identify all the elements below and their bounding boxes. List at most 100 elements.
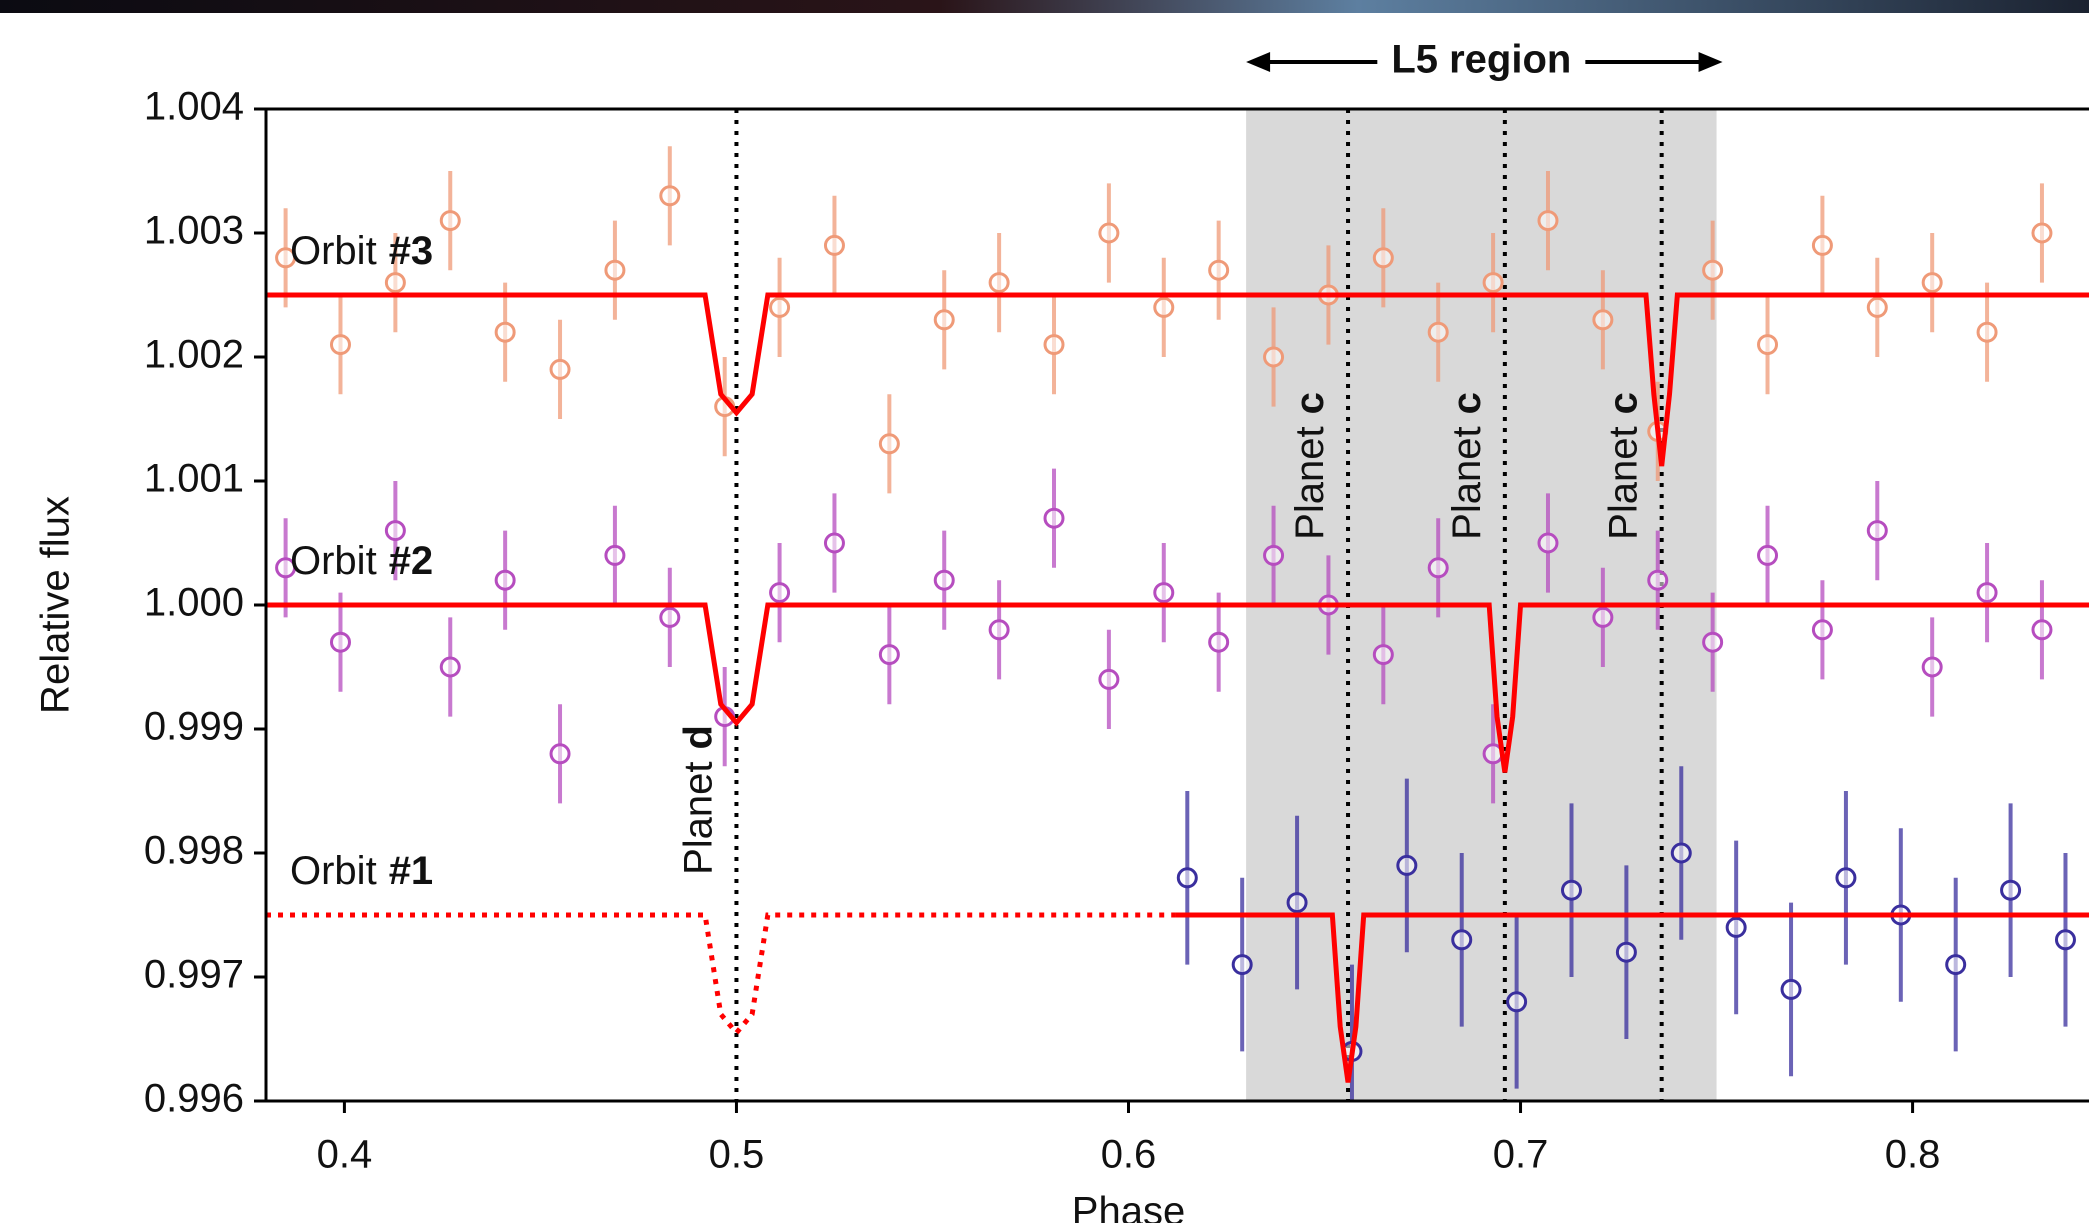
- x-tick-label: 0.6: [1101, 1133, 1157, 1177]
- data-point: [1921, 656, 1943, 678]
- data-point: [1945, 954, 1967, 976]
- planet-label-letter: d: [676, 725, 720, 749]
- data-point: [1043, 507, 1065, 529]
- data-point: [549, 743, 571, 765]
- y-tick-label: 0.998: [144, 829, 244, 873]
- data-point: [1451, 929, 1473, 951]
- data-point: [1592, 606, 1614, 628]
- l5-label: L5 region: [1391, 38, 1571, 82]
- data-point: [329, 334, 351, 356]
- data-point: [1043, 334, 1065, 356]
- planet-label-text: Planet: [1601, 426, 1645, 539]
- data-point: [1702, 631, 1724, 653]
- data-point: [1153, 582, 1175, 604]
- y-tick-label: 1.001: [144, 457, 244, 501]
- data-point: [1780, 978, 1802, 1000]
- data-point: [1396, 854, 1418, 876]
- data-point: [933, 309, 955, 331]
- data-point: [1263, 346, 1285, 368]
- data-point: [439, 656, 461, 678]
- y-tick-label: 0.999: [144, 705, 244, 749]
- data-point: [1866, 520, 1888, 542]
- y-tick-label: 1.002: [144, 333, 244, 377]
- orbit-label-text: Orbit: [290, 849, 377, 893]
- data-point: [1811, 234, 1833, 256]
- l5-arrow-head: [1246, 52, 1271, 72]
- y-tick-label: 0.997: [144, 953, 244, 997]
- overlay: 0.996 0.997 0.998 0.999 1.000 1.001 1.002 1.003…: [34, 38, 2089, 1223]
- planet-label-letter: c: [1444, 392, 1488, 414]
- transit-model: [266, 602, 2089, 773]
- data-point: [1835, 867, 1857, 889]
- orbit-label-number: #1: [389, 849, 434, 893]
- data-point: [1208, 631, 1230, 653]
- transit-model: [266, 292, 2089, 467]
- data-point: [1537, 210, 1559, 232]
- data-point: [494, 569, 516, 591]
- transit-model: [266, 912, 1176, 1037]
- planet-label-letter: c: [1288, 392, 1332, 414]
- data-point: [1537, 532, 1559, 554]
- orbit-label-number: #3: [389, 229, 434, 273]
- data-point: [1725, 916, 1747, 938]
- data-point: [604, 544, 626, 566]
- data-point: [1921, 272, 1943, 294]
- data-point: [1702, 259, 1724, 281]
- data-point: [1098, 222, 1120, 244]
- x-tick-label: 0.4: [317, 1133, 373, 1177]
- data-point: [1153, 296, 1175, 318]
- data-point: [1263, 544, 1285, 566]
- data-point: [2031, 222, 2053, 244]
- data-point: [2000, 879, 2022, 901]
- data-point: [933, 569, 955, 591]
- y-tick-label: 0.996: [144, 1077, 244, 1121]
- data-point: [384, 520, 406, 542]
- orbit-label-number: #2: [389, 539, 434, 583]
- y-tick-label: 1.000: [144, 581, 244, 625]
- orbit-label: Orbit #2: [290, 539, 433, 583]
- planet-label-text: Planet: [1444, 426, 1488, 539]
- data-point: [1482, 272, 1504, 294]
- data-point: [384, 272, 406, 294]
- orbit-label: Orbit #1: [290, 849, 433, 893]
- data-point: [769, 582, 791, 604]
- planet-label-text: Planet: [1288, 426, 1332, 539]
- data-point: [329, 631, 351, 653]
- data-point: [659, 606, 681, 628]
- header-strip: [0, 0, 2089, 13]
- data-point: [1286, 892, 1308, 914]
- data-point: [1208, 259, 1230, 281]
- planet-label-letter: c: [1601, 392, 1645, 414]
- transit-model: [1175, 912, 2089, 1083]
- data-point: [1561, 879, 1583, 901]
- y-tick-label: 1.003: [144, 209, 244, 253]
- x-tick-label: 0.7: [1493, 1133, 1549, 1177]
- data-point: [1372, 247, 1394, 269]
- planet-label: Planet c: [1601, 392, 1645, 540]
- orbit-label: Orbit #3: [290, 229, 433, 273]
- data-point: [878, 433, 900, 455]
- y-axis-label: Relative flux: [34, 496, 78, 714]
- x-tick-label: 0.5: [709, 1133, 765, 1177]
- x-axis-label: Phase: [1072, 1190, 1185, 1223]
- data-point: [1757, 544, 1779, 566]
- data-point: [275, 247, 297, 269]
- data-point: [769, 296, 791, 318]
- x-tick-label: 0.8: [1885, 1133, 1941, 1177]
- data-point: [439, 210, 461, 232]
- data-point: [2031, 619, 2053, 641]
- data-point: [1427, 557, 1449, 579]
- data-point: [1372, 644, 1394, 666]
- data-point: [1976, 582, 1998, 604]
- data-point: [1670, 842, 1692, 864]
- data-point: [1866, 296, 1888, 318]
- data-point: [1231, 954, 1253, 976]
- data-point: [1506, 991, 1528, 1013]
- data-point: [659, 185, 681, 207]
- planet-label: Planet c: [1288, 392, 1332, 540]
- data-point: [1427, 321, 1449, 343]
- data-point: [1811, 619, 1833, 641]
- data-point: [878, 644, 900, 666]
- data-point: [494, 321, 516, 343]
